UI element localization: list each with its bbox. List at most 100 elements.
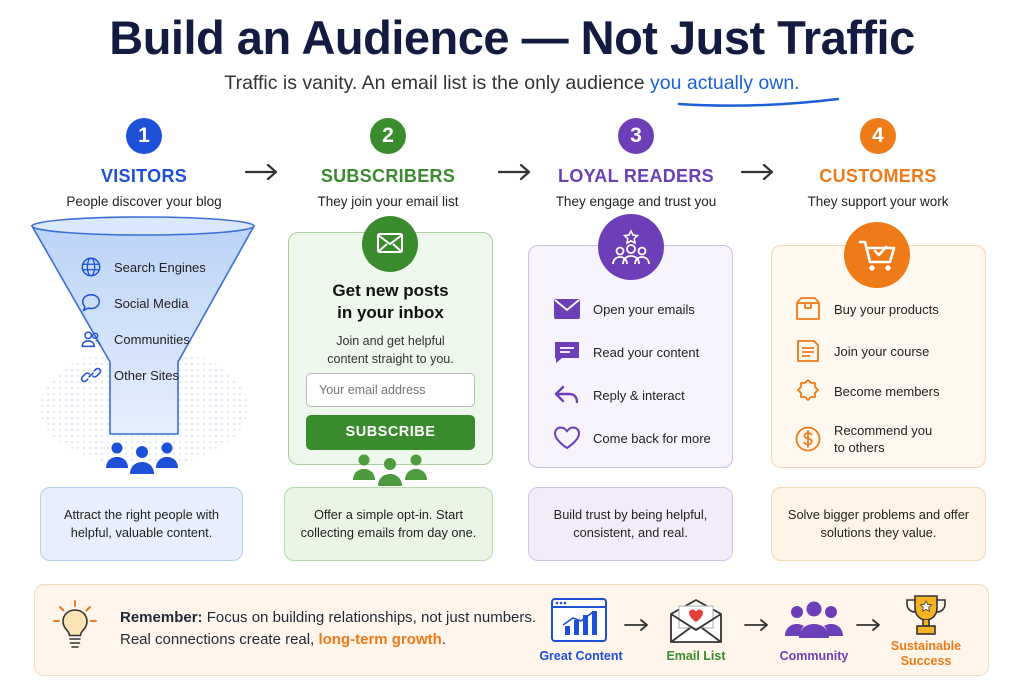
step-name-customers: CUSTOMERS xyxy=(819,166,937,186)
lightbulb-icon xyxy=(53,600,97,648)
optin-body: Join and get helpful content straight to … xyxy=(288,332,493,368)
chart-screen-icon xyxy=(551,598,607,642)
arrow-right-icon xyxy=(497,163,531,181)
flow-label-email-list: Email List xyxy=(666,649,726,663)
community-badge xyxy=(598,214,664,280)
trophy-icon xyxy=(906,595,946,635)
optin-heading: Get new posts in your inbox xyxy=(288,280,493,324)
step-number-1: 1 xyxy=(126,118,162,154)
flow-label-community: Community xyxy=(779,649,849,663)
step-customers: 4 CUSTOMERS They support your work xyxy=(758,118,998,209)
customer-become-members: Become members xyxy=(794,378,939,404)
link-icon xyxy=(80,367,102,383)
arrow-right-icon xyxy=(740,163,774,181)
arrow-right-icon xyxy=(624,619,648,631)
reader-come-back: Come back for more xyxy=(553,425,711,451)
subtitle-lead: Traffic is vanity. An email list is the … xyxy=(224,72,650,94)
remember-line1: Remember: Focus on building relationship… xyxy=(120,609,536,626)
subtitle-highlight: you actually own. xyxy=(650,72,800,94)
reader-read-content: Read your content xyxy=(553,339,699,365)
customer-buy-products: Buy your products xyxy=(794,296,939,322)
arrow-right-icon xyxy=(856,619,880,631)
source-label: Social Media xyxy=(114,295,189,311)
dollar-coin-icon xyxy=(795,426,821,452)
flow-label-sustainable-success: Sustainable Success xyxy=(876,639,976,669)
people-group-icon xyxy=(106,442,178,474)
people-group-icon xyxy=(353,454,427,486)
reader-item-label: Open your emails xyxy=(593,301,695,317)
customers-note: Solve bigger problems and offer solution… xyxy=(771,487,986,561)
reader-reply-interact: Reply & interact xyxy=(553,382,685,408)
customer-item-label: Buy your products xyxy=(834,301,939,317)
source-communities: Communities xyxy=(80,328,190,350)
step-visitors: 1 VISITORS People discover your blog xyxy=(24,118,264,209)
source-other-sites: Other Sites xyxy=(80,364,179,386)
flow-label-line1: Sustainable xyxy=(890,639,962,653)
optin-body-line2: content straight to you. xyxy=(327,352,454,366)
message-icon xyxy=(555,342,579,363)
customer-item-line1: Recommend you xyxy=(834,423,933,438)
source-label: Search Engines xyxy=(114,259,206,275)
subscribe-button[interactable]: SUBSCRIBE xyxy=(306,415,475,450)
book-icon xyxy=(797,340,819,362)
remember-line2: Real connections create real, long-term … xyxy=(120,631,446,648)
source-label: Other Sites xyxy=(114,367,180,383)
heart-envelope-icon xyxy=(670,599,722,643)
funnel-graphic xyxy=(30,216,256,467)
people-icon xyxy=(81,331,101,348)
step-desc-loyal-readers: They engage and trust you xyxy=(555,194,717,209)
remember-highlight: long-term growth xyxy=(318,631,442,648)
reader-item-label: Reply & interact xyxy=(593,387,685,403)
reader-item-label: Read your content xyxy=(593,344,700,360)
heart-icon xyxy=(553,426,581,450)
envelope-icon xyxy=(377,233,403,253)
source-search-engines: Search Engines xyxy=(80,256,206,278)
arrow-right-icon xyxy=(744,619,768,631)
arrow-right-icon xyxy=(244,163,278,181)
optin-body-line1: Join and get helpful xyxy=(336,334,445,348)
reader-open-emails: Open your emails xyxy=(553,296,695,322)
customer-item-label: Recommend you to others xyxy=(834,422,932,456)
step-desc-visitors: People discover your blog xyxy=(66,194,222,209)
envelope-icon xyxy=(554,299,580,319)
flow-label-line2: Success xyxy=(900,654,952,668)
step-desc-subscribers: They join your email list xyxy=(317,194,459,209)
customer-join-course: Join your course xyxy=(794,338,929,364)
box-icon xyxy=(796,297,820,320)
cart-badge xyxy=(844,222,910,288)
customer-item-label: Join your course xyxy=(834,343,930,359)
step-subscribers: 2 SUBSCRIBERS They join your email list xyxy=(268,118,508,209)
page-title: Build an Audience — Not Just Traffic xyxy=(109,11,915,64)
source-social-media: Social Media xyxy=(80,292,188,314)
step-number-4: 4 xyxy=(860,118,896,154)
globe-icon xyxy=(81,257,101,277)
step-name-visitors: VISITORS xyxy=(100,166,188,186)
step-number-2: 2 xyxy=(370,118,406,154)
community-icon xyxy=(785,601,843,638)
visitors-note: Attract the right people with helpful, v… xyxy=(40,487,243,561)
step-number-3: 3 xyxy=(618,118,654,154)
flow-label-great-content: Great Content xyxy=(539,649,623,663)
underline-decoration xyxy=(677,97,840,107)
remember-text2a: Real connections create real, xyxy=(120,631,319,648)
chat-bubble-icon xyxy=(82,294,100,312)
shopping-cart-icon xyxy=(858,240,896,271)
remember-label: Remember: xyxy=(120,609,203,626)
reader-item-label: Come back for more xyxy=(593,430,711,446)
reply-icon xyxy=(554,385,579,404)
subscribers-note: Offer a simple opt-in. Start collecting … xyxy=(284,487,493,561)
source-label: Communities xyxy=(114,331,190,347)
customer-item-label: Become members xyxy=(834,383,940,399)
optin-heading-line1: Get new posts xyxy=(332,281,449,300)
step-loyal-readers: 3 LOYAL READERS They engage and trust yo… xyxy=(516,118,756,209)
remember-text2c: . xyxy=(441,631,446,648)
badge-icon xyxy=(797,379,819,401)
readers-note: Build trust by being helpful, consistent… xyxy=(528,487,733,561)
email-input[interactable] xyxy=(306,373,475,407)
customer-item-line2: to others xyxy=(834,440,885,455)
page-subtitle: Traffic is vanity. An email list is the … xyxy=(0,72,1024,95)
customer-recommend: Recommend you to others xyxy=(794,422,932,456)
star-people-icon xyxy=(612,229,650,265)
step-name-loyal-readers: LOYAL READERS xyxy=(558,166,714,186)
email-badge xyxy=(362,216,418,272)
